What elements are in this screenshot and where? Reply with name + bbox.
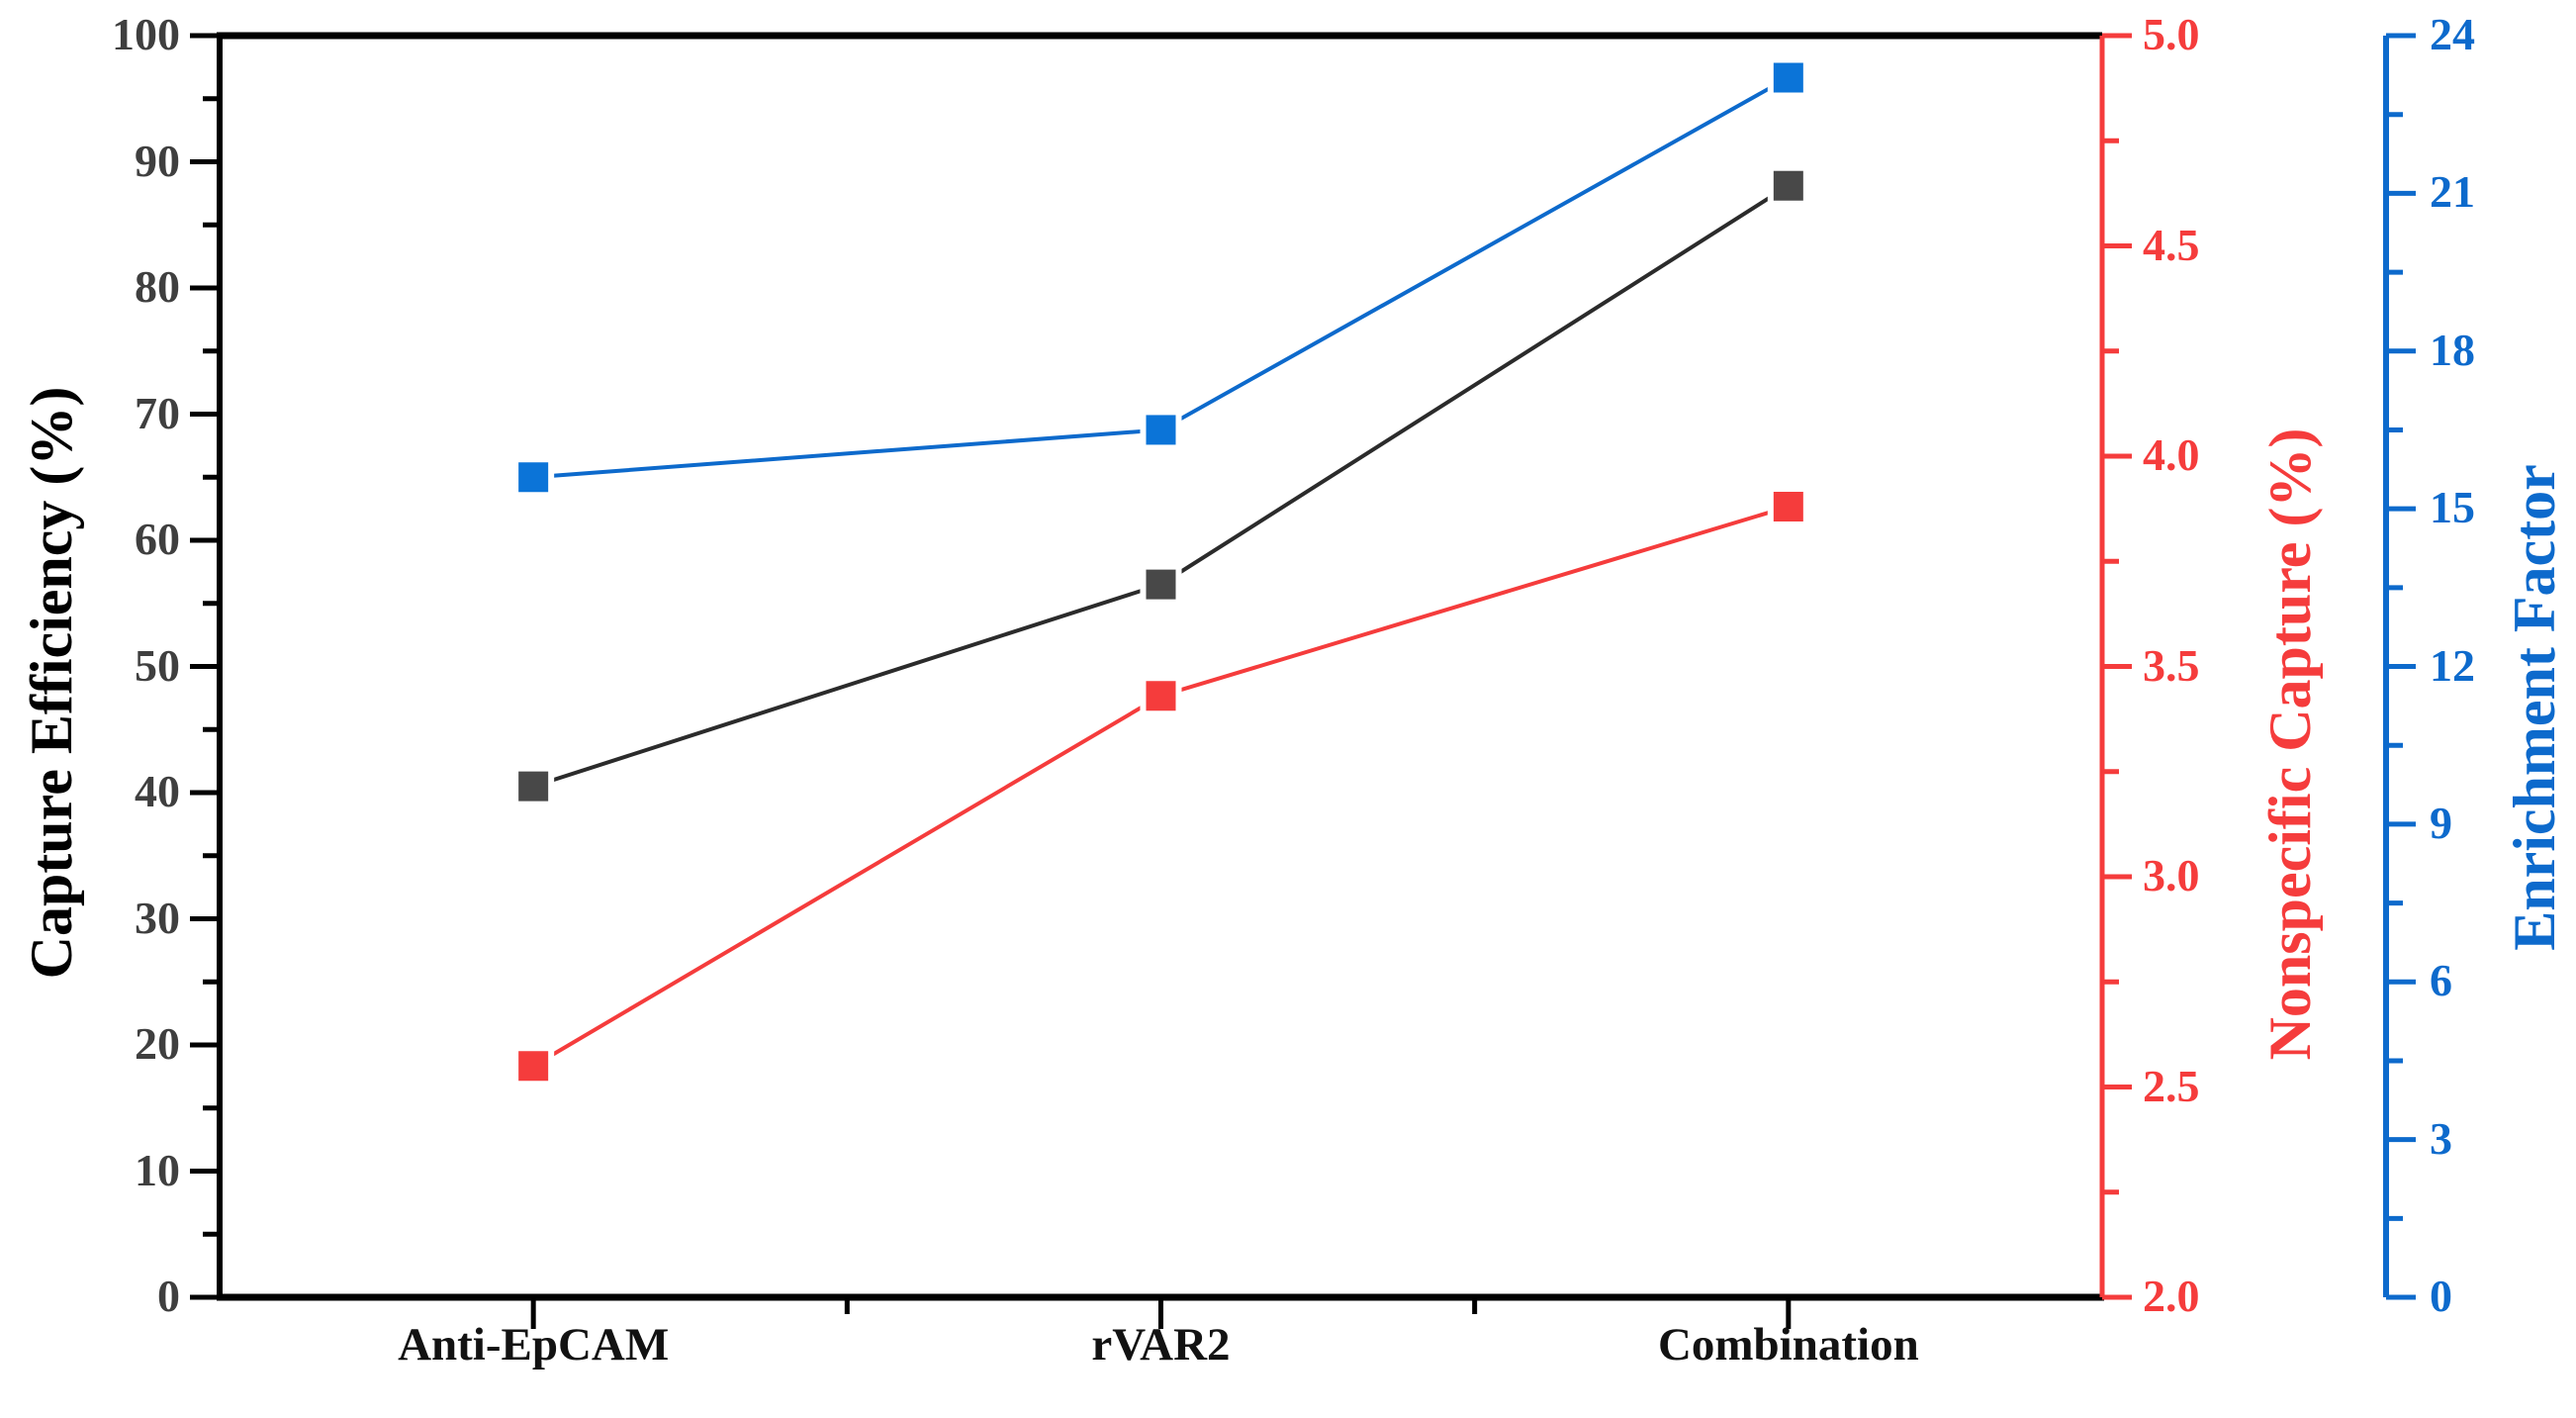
- series-marker-left: [1773, 170, 1803, 201]
- series-marker-left: [518, 771, 549, 802]
- x-axis-category-label: Anti-EpCAM: [398, 1319, 670, 1371]
- red-axis-tick-label: 4.5: [2143, 219, 2200, 270]
- blue-axis-tick-label: 24: [2430, 9, 2475, 60]
- series-marker-right_blue: [1773, 62, 1803, 93]
- red-axis-tick-label: 5.0: [2143, 9, 2200, 60]
- blue-axis-tick-label: 12: [2430, 639, 2475, 691]
- blue-axis-tick-label: 15: [2430, 482, 2475, 533]
- left-axis-tick-label: 20: [135, 1018, 180, 1070]
- left-axis-tick-label: 70: [135, 387, 180, 438]
- left-axis-tick-label: 40: [135, 766, 180, 817]
- left-axis-tick-label: 30: [135, 892, 180, 943]
- left-axis-tick-label: 50: [135, 639, 180, 691]
- red-axis-title: Nonspecific Capture (%): [2257, 427, 2323, 1061]
- left-axis-tick-label: 80: [135, 261, 180, 313]
- red-axis-tick-label: 3.0: [2143, 850, 2200, 901]
- left-axis-tick-label: 10: [135, 1144, 180, 1195]
- left-axis-tick-label: 90: [135, 135, 180, 186]
- blue-axis-tick-label: 3: [2430, 1112, 2452, 1164]
- left-axis-tick-label: 60: [135, 514, 180, 565]
- red-axis-tick-label: 3.5: [2143, 639, 2200, 691]
- series-marker-right_blue: [1146, 415, 1176, 445]
- x-axis-category-label: Combination: [1657, 1319, 1919, 1371]
- blue-axis-tick-label: 18: [2430, 324, 2475, 375]
- blue-axis-tick-label: 21: [2430, 166, 2475, 218]
- series-marker-right_red: [518, 1051, 549, 1082]
- x-axis-category-label: rVAR2: [1091, 1319, 1231, 1371]
- series-marker-right_red: [1146, 681, 1176, 711]
- blue-axis-tick-label: 6: [2430, 955, 2452, 1006]
- series-marker-right_red: [1773, 492, 1803, 521]
- blue-axis-title: Enrichment Factor: [2502, 464, 2567, 951]
- blue-axis-tick-label: 9: [2430, 797, 2452, 848]
- red-axis-tick-label: 2.0: [2143, 1271, 2200, 1322]
- red-axis-tick-label: 2.5: [2143, 1060, 2200, 1111]
- left-axis-tick-label: 100: [112, 9, 180, 60]
- left-axis-tick-label: 0: [157, 1271, 180, 1322]
- series-marker-right_blue: [518, 462, 549, 493]
- series-marker-left: [1146, 569, 1176, 600]
- blue-axis-tick-label: 0: [2430, 1271, 2452, 1322]
- red-axis-tick-label: 4.0: [2143, 429, 2200, 481]
